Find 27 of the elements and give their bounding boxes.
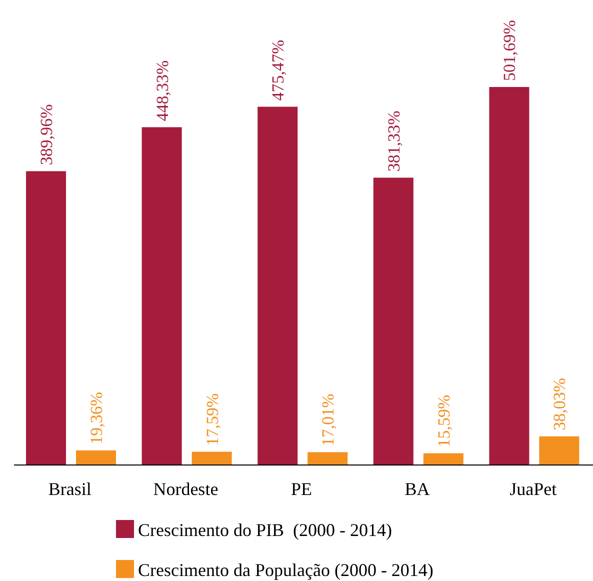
data-label: 15,59% bbox=[434, 394, 454, 448]
data-label: 448,33% bbox=[152, 60, 172, 122]
bar bbox=[76, 450, 116, 465]
data-label: 389,96% bbox=[37, 104, 56, 166]
x-tick-label: Brasil bbox=[48, 479, 92, 499]
x-tick-label: PE bbox=[290, 479, 312, 499]
data-label: 501,69% bbox=[500, 20, 520, 81]
bar bbox=[26, 171, 66, 465]
data-label: 19,36% bbox=[87, 392, 106, 444]
data-label: 38,03% bbox=[550, 378, 570, 430]
bar bbox=[373, 178, 414, 465]
data-label: 475,47% bbox=[268, 40, 288, 101]
data-label: 17,59% bbox=[202, 393, 222, 446]
bar bbox=[423, 453, 464, 465]
bar bbox=[308, 452, 348, 465]
legend-label: Crescimento da População (2000 - 2014) bbox=[138, 560, 434, 580]
data-label: 381,33% bbox=[384, 110, 404, 172]
bar bbox=[142, 127, 182, 465]
x-tick-label: BA bbox=[404, 479, 430, 499]
legend-label: Crescimento do PIB (2000 - 2014) bbox=[138, 520, 392, 540]
bar bbox=[258, 106, 298, 465]
bar bbox=[539, 436, 580, 465]
x-tick-label: Nordeste bbox=[153, 479, 218, 499]
bar bbox=[192, 452, 232, 465]
data-label: 17,01% bbox=[318, 394, 338, 446]
x-tick-label: JuaPet bbox=[510, 479, 557, 499]
bar bbox=[489, 87, 530, 465]
